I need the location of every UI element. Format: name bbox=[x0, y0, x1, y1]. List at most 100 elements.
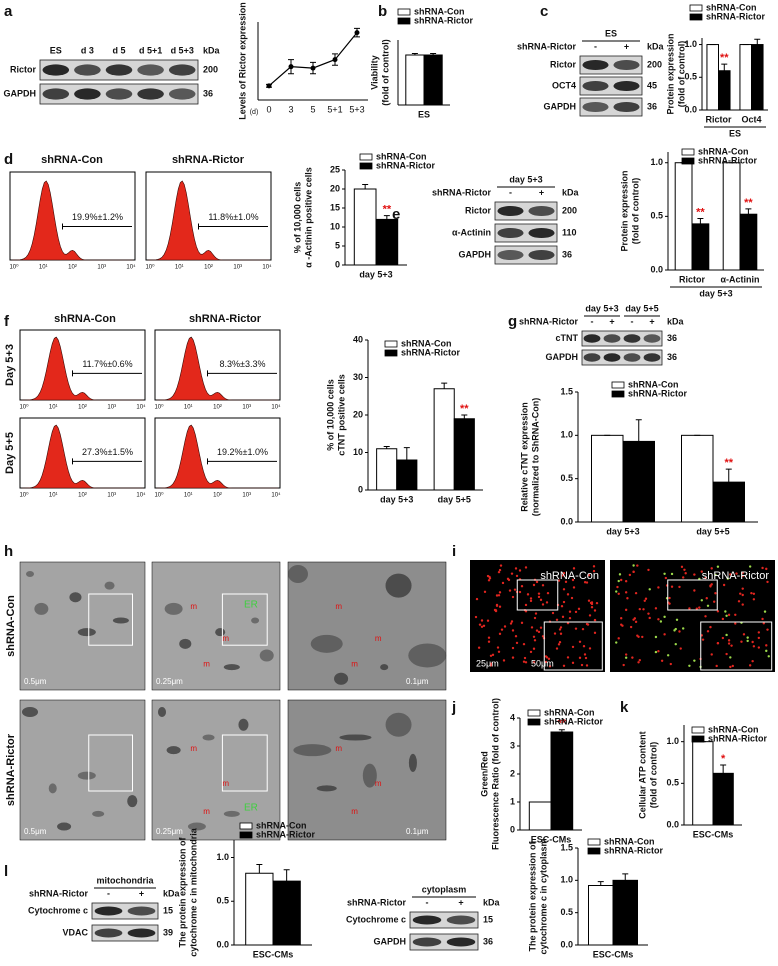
flow-tick: 10² bbox=[213, 405, 222, 411]
confocal-dot bbox=[748, 664, 752, 667]
band bbox=[137, 88, 164, 100]
panel-title: shRNA-Rictor bbox=[702, 570, 770, 582]
em-structure bbox=[385, 712, 412, 737]
band bbox=[613, 59, 640, 71]
em-structure bbox=[77, 771, 96, 780]
legend-swatch bbox=[681, 157, 695, 165]
confocal-dot bbox=[644, 597, 648, 600]
scale-bar: 0.5μm bbox=[24, 827, 47, 836]
bar bbox=[375, 218, 399, 266]
panel-letter: i bbox=[452, 543, 456, 560]
confocal-dot bbox=[551, 611, 555, 615]
legend-swatch bbox=[239, 831, 253, 839]
confocal-dot bbox=[593, 609, 597, 612]
confocal-dot bbox=[518, 590, 522, 594]
confocal-dot bbox=[480, 625, 484, 629]
error-bar bbox=[721, 63, 728, 71]
kda-label: kDa bbox=[647, 41, 665, 51]
blot-title: day 5+3 bbox=[509, 174, 542, 184]
legend-swatch bbox=[689, 4, 703, 12]
em-structure bbox=[238, 718, 249, 731]
x-tick-label: day 5+3 bbox=[380, 494, 413, 504]
y-axis-label: Fluorescence Ratio (fold of control) bbox=[490, 698, 500, 850]
legend-swatch bbox=[384, 340, 398, 348]
y-tick-label: 1 bbox=[510, 796, 515, 806]
confocal-dot bbox=[480, 619, 484, 622]
flow-tick: 10⁴ bbox=[126, 264, 136, 271]
confocal-dot bbox=[643, 599, 646, 603]
confocal-dot bbox=[561, 574, 565, 577]
x-tick-label: ESC-CMs bbox=[531, 834, 572, 844]
em-structure bbox=[69, 592, 82, 603]
y-axis-label: cTNT positive cells bbox=[336, 374, 346, 456]
confocal-dot bbox=[741, 587, 744, 590]
legend-swatch bbox=[611, 390, 625, 398]
panel-letter: b bbox=[378, 3, 387, 20]
confocal-dot bbox=[553, 632, 557, 635]
band bbox=[412, 915, 442, 925]
y-tick-label: 1.0 bbox=[216, 852, 229, 862]
confocal-dot bbox=[727, 642, 731, 645]
legend-label: shRNA-Con bbox=[604, 836, 655, 846]
bar bbox=[622, 440, 655, 523]
mito-label: m bbox=[222, 779, 229, 788]
band bbox=[613, 80, 640, 92]
legend-label: shRNA-Con bbox=[628, 379, 679, 389]
band bbox=[42, 88, 70, 100]
histogram-frame bbox=[9, 171, 136, 261]
bar bbox=[550, 731, 574, 831]
confocal-dot bbox=[534, 612, 538, 615]
x-tick-label: day 5+3 bbox=[359, 269, 392, 279]
flow-tick: 10² bbox=[204, 265, 213, 271]
mito-label: m bbox=[351, 660, 358, 669]
confocal-dot bbox=[496, 646, 500, 649]
confocal-image bbox=[470, 560, 605, 672]
confocal-dot bbox=[648, 588, 651, 591]
confocal-dot bbox=[566, 621, 570, 625]
confocal-dot bbox=[584, 656, 588, 660]
line bbox=[268, 32, 358, 87]
em-structure bbox=[92, 810, 105, 817]
band bbox=[74, 88, 101, 100]
mito-label: m bbox=[375, 634, 382, 643]
bar bbox=[528, 801, 552, 831]
confocal-dot bbox=[486, 619, 490, 622]
y-tick-label: 1.0 bbox=[650, 157, 663, 167]
histogram-frame bbox=[19, 417, 146, 489]
y-tick-label: 10 bbox=[353, 447, 363, 457]
mito-label: m bbox=[335, 744, 342, 753]
confocal-dot bbox=[618, 573, 622, 576]
legend-swatch bbox=[359, 162, 373, 170]
confocal-dot bbox=[532, 583, 536, 587]
confocal-dot bbox=[532, 635, 536, 639]
confocal-dot bbox=[678, 585, 681, 589]
kda-value: 45 bbox=[647, 80, 657, 90]
legend-label: shRNA-Con bbox=[376, 151, 427, 161]
em-structure bbox=[77, 628, 96, 637]
confocal-dot bbox=[585, 581, 589, 584]
bar bbox=[588, 885, 614, 946]
y-tick-label: 20 bbox=[330, 183, 340, 193]
gate-percentage: 19.9%±1.2% bbox=[72, 212, 123, 222]
confocal-dot bbox=[489, 664, 493, 667]
confocal-dot bbox=[617, 592, 620, 595]
error-bar bbox=[745, 208, 752, 215]
row-title: shRNA-Rictor bbox=[5, 733, 17, 806]
confocal-dot bbox=[478, 623, 482, 626]
confocal-dot bbox=[571, 661, 575, 665]
confocal-dot bbox=[587, 599, 591, 602]
em-structure bbox=[223, 810, 240, 817]
confocal-dot bbox=[511, 646, 515, 650]
scale-bar: 0.5μm bbox=[24, 677, 47, 686]
flow-tick: 10³ bbox=[242, 405, 251, 411]
em-structure bbox=[251, 617, 260, 624]
row-title: Day 5+3 bbox=[4, 344, 16, 386]
panel-letter: c bbox=[540, 3, 548, 20]
confocal-dot bbox=[497, 650, 501, 654]
y-axis-label: The protein expression of bbox=[177, 836, 187, 947]
confocal-dot bbox=[497, 570, 501, 574]
legend-label: shRNA-Rictor bbox=[698, 155, 757, 165]
confocal-dot bbox=[663, 615, 666, 619]
confocal-dot bbox=[727, 639, 731, 642]
band bbox=[613, 101, 640, 113]
